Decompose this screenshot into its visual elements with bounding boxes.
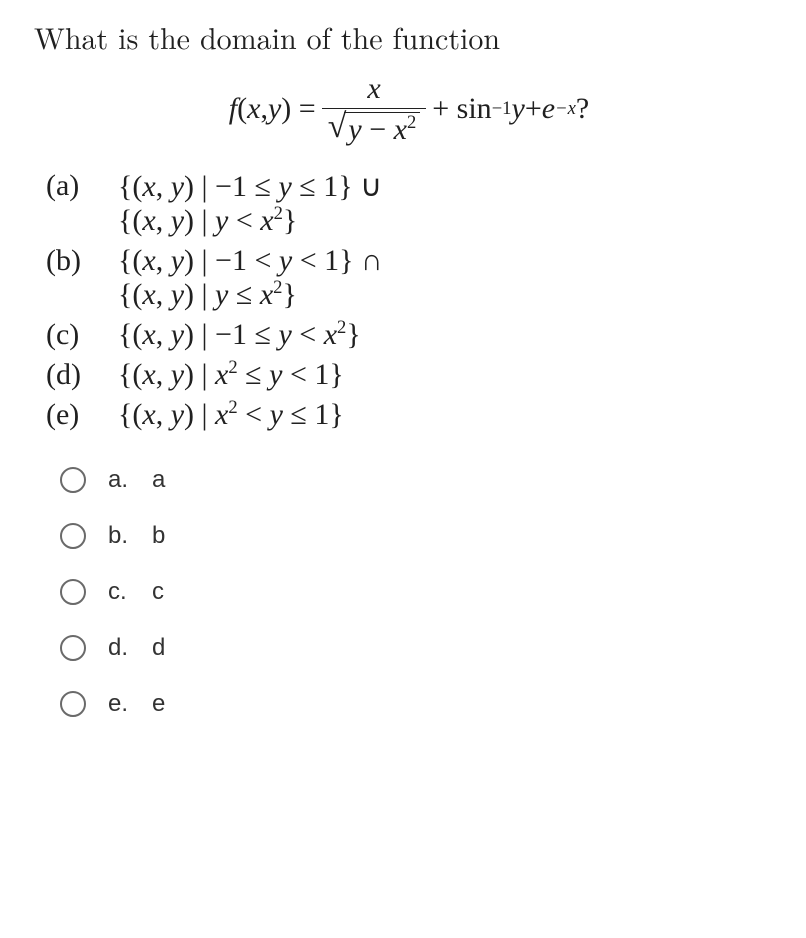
option-c: (c) {(x, y) | −1 ≤ y < x2} [46, 318, 784, 352]
formula-eq: ) = [281, 92, 315, 126]
sqrt-expression: √ y − x2 [328, 112, 421, 147]
answer-choice-d[interactable]: d. d [60, 634, 784, 662]
formula-plus-e: + [525, 92, 542, 126]
option-math: {(x, y) | −1 ≤ y ≤ 1} ∪ {(x, y) | y < x2… [118, 169, 382, 238]
page-container: What is the domain of the function f ( x… [0, 0, 806, 768]
formula-plus-sin: + sin [432, 92, 491, 126]
option-label: (e) [46, 398, 118, 432]
answer-letter: b. [108, 522, 152, 550]
sqrt-y: y [348, 113, 361, 146]
formula-f: f [229, 92, 237, 126]
option-label: (d) [46, 358, 118, 392]
e-base: e [542, 92, 555, 126]
sqrt-x: x [394, 113, 407, 146]
formula-y: y [268, 92, 281, 126]
sqrt-exp: 2 [407, 112, 416, 133]
answer-letter: c. [108, 578, 152, 606]
option-b: (b) {(x, y) | −1 < y < 1} ∩ {(x, y) | y … [46, 244, 784, 312]
answer-choice-c[interactable]: c. c [60, 578, 784, 606]
answer-letter: a. [108, 466, 152, 494]
option-d: (d) {(x, y) | x2 ≤ y < 1} [46, 358, 784, 392]
sqrt-arg: y − x2 [344, 112, 420, 147]
formula-qmark: ? [576, 92, 589, 126]
answer-choice-list: a. a b. b c. c d. d e. e [60, 466, 784, 718]
answer-letter: e. [108, 690, 152, 718]
formula-x: x [247, 92, 260, 126]
formula-fraction: x √ y − x2 [322, 72, 427, 147]
option-label: (a) [46, 169, 118, 203]
option-math: {(x, y) | x2 ≤ y < 1} [118, 358, 344, 392]
answer-letter: d. [108, 634, 152, 662]
answer-choice-b[interactable]: b. b [60, 522, 784, 550]
answer-choice-e[interactable]: e. e [60, 690, 784, 718]
sqrt-minus: − [369, 113, 393, 146]
option-label: (c) [46, 318, 118, 352]
question-text: What is the domain of the function [34, 18, 784, 56]
formula: f ( x , y ) = x √ y − x2 + sin−1 y + [34, 72, 784, 147]
option-e: (e) {(x, y) | x2 < y ≤ 1} [46, 398, 784, 432]
radio-icon[interactable] [60, 635, 86, 661]
answer-text: c [152, 578, 164, 606]
radio-icon[interactable] [60, 523, 86, 549]
e-exp: −x [555, 98, 576, 119]
formula-open: ( [237, 92, 247, 126]
answer-text: a [152, 466, 165, 494]
radio-icon[interactable] [60, 691, 86, 717]
radio-icon[interactable] [60, 467, 86, 493]
sin-y: y [511, 92, 524, 126]
option-label: (b) [46, 244, 118, 278]
answer-text: d [152, 634, 165, 662]
answer-choice-a[interactable]: a. a [60, 466, 784, 494]
fraction-numerator: x [361, 72, 386, 106]
formula-comma: , [260, 92, 268, 126]
radio-icon[interactable] [60, 579, 86, 605]
option-math: {(x, y) | −1 ≤ y < x2} [118, 318, 361, 352]
option-a: (a) {(x, y) | −1 ≤ y ≤ 1} ∪ {(x, y) | y … [46, 169, 784, 238]
answer-text: e [152, 690, 165, 718]
fraction-denominator: √ y − x2 [322, 111, 427, 147]
answer-text: b [152, 522, 165, 550]
option-math: {(x, y) | −1 < y < 1} ∩ {(x, y) | y ≤ x2… [118, 244, 383, 312]
option-math: {(x, y) | x2 < y ≤ 1} [118, 398, 344, 432]
math-options-list: (a) {(x, y) | −1 ≤ y ≤ 1} ∪ {(x, y) | y … [46, 169, 784, 432]
